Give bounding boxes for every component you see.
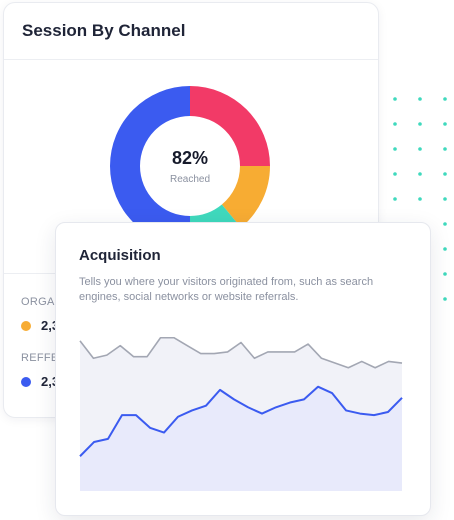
- grid-dot: [393, 97, 397, 101]
- acquisition-area-chart: [79, 336, 403, 491]
- donut-sublabel: Reached: [169, 173, 211, 185]
- legend-item-referral: REFFE 2,3: [21, 352, 59, 389]
- grid-dot: [443, 197, 447, 201]
- grid-dot: [393, 122, 397, 126]
- grid-dot: [393, 147, 397, 151]
- grid-dot: [393, 197, 397, 201]
- donut-segment-blue: [110, 86, 190, 246]
- grid-dot: [443, 297, 447, 301]
- legend-row-referral: 2,3: [21, 374, 59, 389]
- grid-dot: [443, 222, 447, 226]
- legend-row-organic: 2,3: [21, 318, 63, 333]
- session-card-title: Session By Channel: [22, 21, 186, 40]
- legend-value-organic: 2,3: [41, 318, 60, 333]
- chart-series-area-2: [80, 386, 402, 491]
- acquisition-description: Tells you where your visitors originated…: [79, 276, 374, 303]
- legend-dot-referral: [21, 376, 31, 387]
- grid-dot: [443, 122, 447, 126]
- grid-dot: [418, 172, 422, 176]
- grid-dot: [443, 247, 447, 251]
- grid-dot: [443, 97, 447, 101]
- legend-value-referral: 2,3: [41, 374, 60, 389]
- donut-segment-red: [190, 86, 270, 166]
- legend-item-organic: ORGAN 2,3: [21, 296, 63, 333]
- chart-series-line-2: [79, 385, 403, 457]
- grid-dot: [418, 122, 422, 126]
- chart-series-line-1: [79, 336, 403, 369]
- grid-dot: [418, 197, 422, 201]
- acquisition-title: Acquisition: [79, 247, 161, 264]
- session-card-header: Session By Channel: [4, 3, 378, 60]
- grid-dot: [418, 97, 422, 101]
- legend-dot-organic: [21, 320, 31, 331]
- grid-dot: [443, 147, 447, 151]
- legend-label-organic: ORGAN: [21, 296, 63, 308]
- donut-segment-orange: [221, 166, 270, 228]
- acquisition-card: Acquisition Tells you where your visitor…: [55, 222, 431, 516]
- grid-dot: [443, 272, 447, 276]
- donut-center: 82% Reached: [110, 86, 270, 246]
- donut-percentage: 82%: [171, 147, 209, 168]
- grid-dot: [418, 147, 422, 151]
- grid-dot: [443, 172, 447, 176]
- grid-dot: [393, 172, 397, 176]
- legend-label-referral: REFFE: [21, 352, 59, 364]
